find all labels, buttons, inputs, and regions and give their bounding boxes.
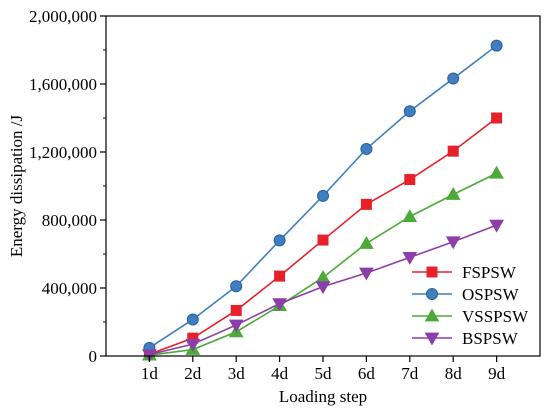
legend-marker: [424, 308, 440, 322]
x-axis-title: Loading step: [279, 387, 367, 406]
y-tick-label: 1,600,000: [29, 75, 97, 94]
y-tick-label: 1,200,000: [29, 143, 97, 162]
data-point: [272, 298, 287, 312]
legend-label: BSPSW: [462, 329, 519, 348]
legend-label: FSPSW: [462, 263, 517, 282]
data-point: [445, 236, 461, 250]
data-point: [317, 234, 329, 246]
data-point: [274, 270, 286, 282]
y-tick-label: 2,000,000: [29, 7, 97, 26]
x-tick-label: 1d: [141, 364, 159, 383]
y-axis-title: Energy dissipation /J: [7, 114, 26, 257]
data-point: [445, 186, 461, 200]
x-tick-label: 9d: [488, 364, 506, 383]
data-point: [228, 319, 244, 333]
series-ospsw: [143, 39, 503, 354]
y-tick-label: 0: [89, 347, 98, 366]
x-tick-label: 6d: [358, 364, 376, 383]
legend-marker: [424, 332, 440, 346]
x-tick-label: 7d: [401, 364, 419, 383]
data-point: [317, 189, 329, 202]
x-tick-label: 8d: [445, 364, 463, 383]
data-point: [402, 209, 418, 222]
data-point: [489, 165, 504, 179]
legend-item-ospsw: OSPSW: [412, 285, 520, 304]
x-tick-label: 2d: [184, 364, 202, 383]
data-point: [403, 105, 416, 118]
data-point: [315, 281, 331, 295]
legend-item-fspsw: FSPSW: [412, 263, 517, 282]
legend-marker: [426, 266, 438, 278]
data-point: [447, 145, 459, 157]
x-tick-label: 5d: [315, 364, 333, 383]
plot-area: [142, 39, 504, 363]
data-point: [489, 219, 504, 233]
data-point: [491, 112, 503, 124]
legend: FSPSW OSPSW VSSPSW BSPSW: [412, 263, 529, 348]
data-point: [230, 280, 243, 293]
y-tick-label: 400,000: [42, 279, 97, 298]
x-tick-label: 4d: [271, 364, 289, 383]
data-point: [186, 313, 199, 326]
plot-frame: [105, 15, 541, 357]
data-point: [230, 304, 242, 316]
data-point: [490, 39, 503, 52]
data-point: [360, 198, 372, 210]
data-point: [359, 267, 374, 281]
legend-label: VSSPSW: [462, 307, 529, 326]
y-tick-label: 800,000: [42, 211, 97, 230]
data-point: [360, 142, 373, 155]
legend-item-vsspsw: VSSPSW: [412, 307, 529, 326]
x-tick-label: 3d: [228, 364, 246, 383]
data-point: [359, 235, 374, 249]
legend-label: OSPSW: [462, 285, 520, 304]
axes: 0 400,000 800,000 1,200,000 1,600,000 2,000,0…: [7, 7, 541, 406]
data-point: [402, 252, 418, 265]
data-point: [185, 338, 201, 352]
data-point: [404, 174, 416, 186]
data-point: [447, 72, 460, 85]
data-point: [315, 269, 331, 283]
data-point: [273, 234, 286, 247]
legend-marker: [426, 288, 438, 300]
legend-item-bspsw: BSPSW: [412, 329, 519, 348]
